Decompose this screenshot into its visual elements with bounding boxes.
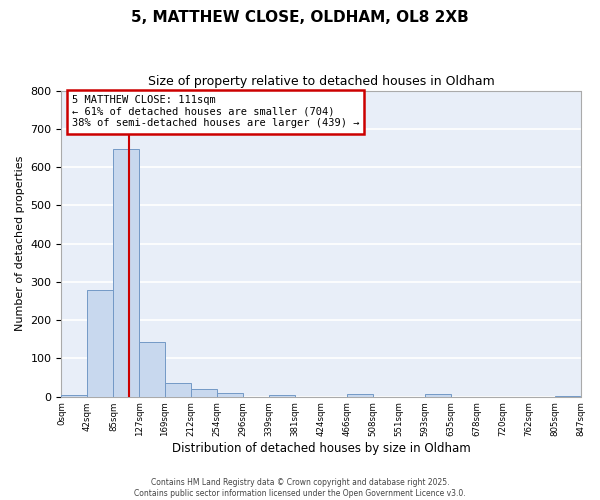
Bar: [87, 290, 113, 397]
Bar: [191, 389, 217, 396]
Title: Size of property relative to detached houses in Oldham: Size of property relative to detached ho…: [148, 75, 494, 88]
Bar: [269, 395, 295, 396]
Y-axis label: Number of detached properties: Number of detached properties: [15, 156, 25, 332]
Text: 5 MATTHEW CLOSE: 111sqm
← 61% of detached houses are smaller (704)
38% of semi-d: 5 MATTHEW CLOSE: 111sqm ← 61% of detache…: [72, 95, 359, 128]
Bar: [113, 148, 139, 396]
Bar: [425, 394, 451, 396]
Bar: [217, 393, 243, 396]
Text: 5, MATTHEW CLOSE, OLDHAM, OL8 2XB: 5, MATTHEW CLOSE, OLDHAM, OL8 2XB: [131, 10, 469, 25]
Bar: [165, 382, 191, 396]
X-axis label: Distribution of detached houses by size in Oldham: Distribution of detached houses by size …: [172, 442, 470, 455]
Bar: [139, 342, 165, 396]
Text: Contains HM Land Registry data © Crown copyright and database right 2025.
Contai: Contains HM Land Registry data © Crown c…: [134, 478, 466, 498]
Bar: [61, 395, 87, 396]
Bar: [347, 394, 373, 396]
